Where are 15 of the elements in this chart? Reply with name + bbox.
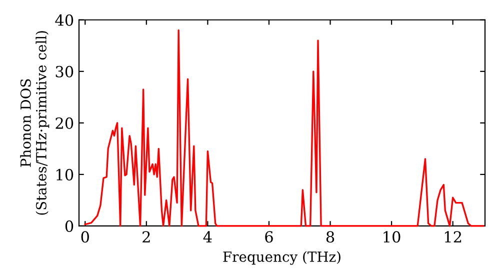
x-tick-label: 2 (142, 231, 150, 242)
y-tick-label: 40 (55, 14, 74, 26)
line-series (84, 29, 484, 227)
y-tick-label: 30 (56, 66, 74, 78)
x-tick-label: 6 (265, 231, 273, 243)
y-tick-label: 0 (65, 220, 74, 232)
x-tick-label: 10 (384, 231, 400, 243)
x-tick-label: 0 (81, 231, 89, 243)
x-tick-label: 12 (444, 231, 462, 242)
x-tick-label: 8 (326, 231, 334, 243)
y-tick-label: 10 (56, 168, 74, 180)
x-tick-label: 4 (203, 231, 212, 242)
x-axis-title: Frequency (THz) (223, 251, 340, 265)
y-axis-title: Phonon DOS (States/THz·primitive cell) (20, 31, 50, 215)
y-tick-label: 20 (56, 117, 74, 129)
